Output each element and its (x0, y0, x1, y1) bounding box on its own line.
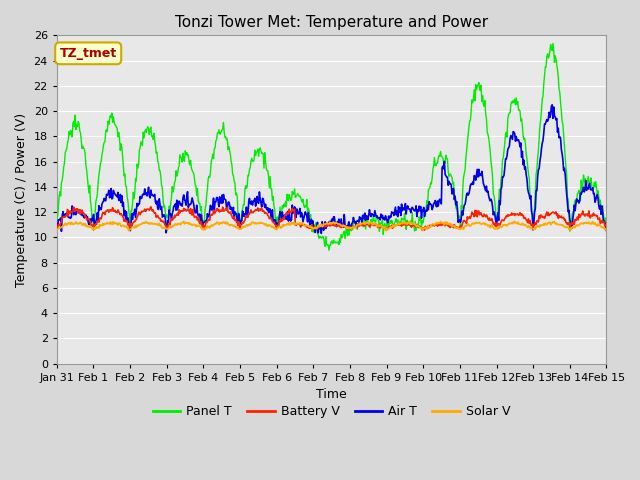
X-axis label: Time: Time (316, 388, 347, 401)
Text: TZ_tmet: TZ_tmet (60, 47, 117, 60)
Y-axis label: Temperature (C) / Power (V): Temperature (C) / Power (V) (15, 112, 28, 287)
Title: Tonzi Tower Met: Temperature and Power: Tonzi Tower Met: Temperature and Power (175, 15, 488, 30)
Legend: Panel T, Battery V, Air T, Solar V: Panel T, Battery V, Air T, Solar V (148, 400, 516, 423)
